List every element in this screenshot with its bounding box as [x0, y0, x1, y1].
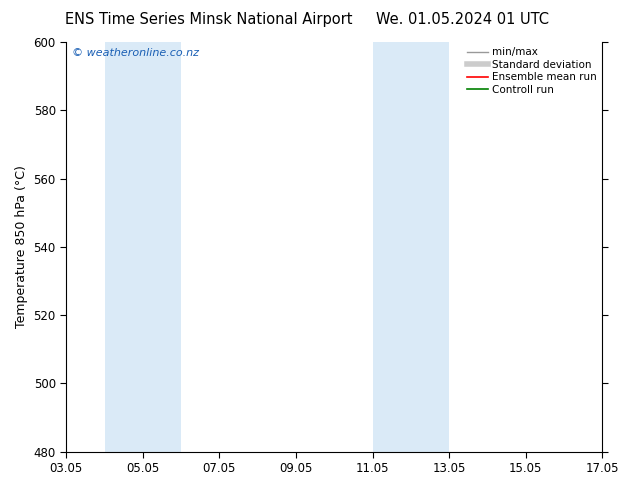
Text: We. 01.05.2024 01 UTC: We. 01.05.2024 01 UTC — [377, 12, 549, 27]
Y-axis label: Temperature 850 hPa (°C): Temperature 850 hPa (°C) — [15, 166, 28, 328]
Legend: min/max, Standard deviation, Ensemble mean run, Controll run: min/max, Standard deviation, Ensemble me… — [465, 45, 599, 97]
Text: ENS Time Series Minsk National Airport: ENS Time Series Minsk National Airport — [65, 12, 353, 27]
Text: © weatheronline.co.nz: © weatheronline.co.nz — [72, 48, 198, 58]
Bar — [105, 42, 181, 452]
Bar — [373, 42, 449, 452]
